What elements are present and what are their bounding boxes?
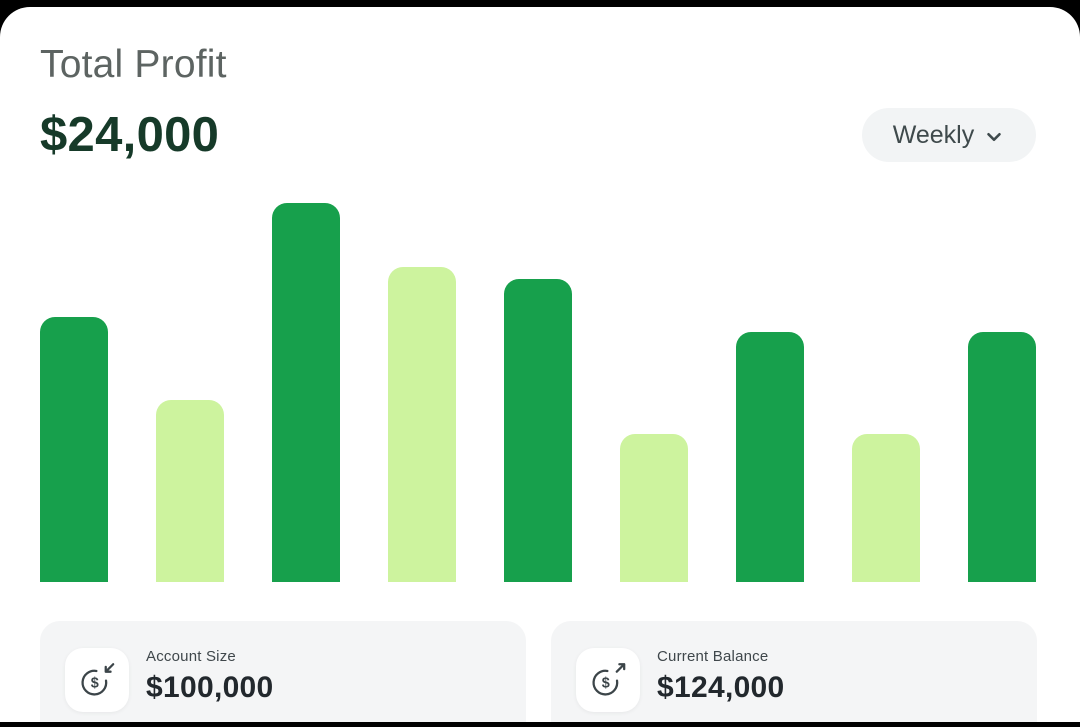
stat-label: Account Size (146, 648, 236, 665)
account-size-card: $ Account Size $100,000 (40, 621, 526, 722)
bar (504, 279, 572, 582)
stat-value: $100,000 (146, 671, 274, 704)
bar (968, 332, 1036, 582)
stat-value: $124,000 (657, 671, 785, 704)
current-balance-text: Current Balance $124,000 (657, 648, 785, 705)
chevron-down-icon (987, 132, 1002, 141)
svg-text:$: $ (602, 675, 610, 691)
period-selector[interactable]: Weekly (862, 108, 1036, 162)
dollar-circle-arrow-in-icon: $ (81, 663, 115, 696)
bar (736, 332, 804, 582)
current-balance-card: $ Current Balance $124,000 (551, 621, 1037, 722)
svg-text:$: $ (91, 675, 99, 691)
current-balance-icon-box: $ (576, 648, 640, 712)
bar (620, 434, 688, 582)
stat-label: Current Balance (657, 648, 769, 665)
total-profit-value: $24,000 (40, 108, 220, 162)
bar (272, 203, 340, 582)
total-profit-card: Total Profit $24,000 Weekly $ Account S (0, 7, 1080, 722)
bar (156, 400, 224, 582)
account-size-text: Account Size $100,000 (146, 648, 274, 705)
bar (40, 317, 108, 582)
period-label: Weekly (892, 120, 975, 149)
dollar-circle-arrow-out-icon: $ (592, 663, 626, 696)
page-title: Total Profit (40, 43, 227, 86)
bar (852, 434, 920, 582)
bar-chart (40, 195, 1036, 582)
bar (388, 267, 456, 582)
account-size-icon-box: $ (65, 648, 129, 712)
stats-row: $ Account Size $100,000 $ (40, 621, 1037, 722)
